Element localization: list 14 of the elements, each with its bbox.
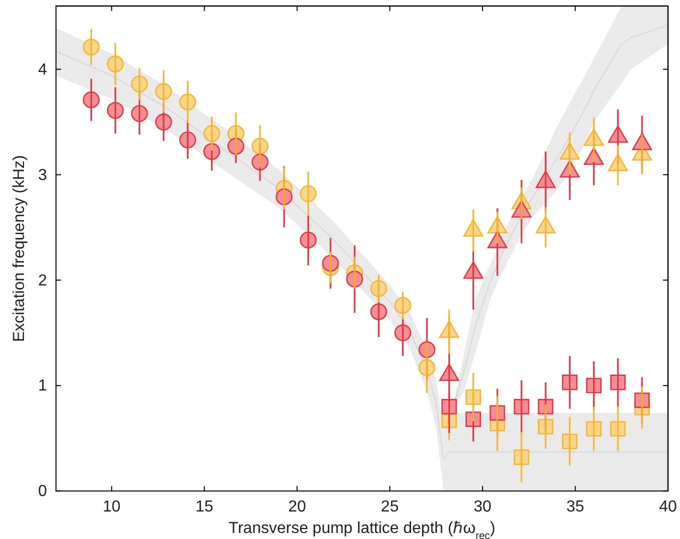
y-tick-label: 3: [38, 166, 48, 184]
x-tick-label: 20: [288, 498, 306, 516]
y-tick-label: 1: [38, 378, 48, 395]
x-tick-label: 40: [659, 498, 677, 516]
x-axis-title: Transverse pump lattice depth (ℏω$_{rec}$): [228, 520, 496, 539]
x-tick-label: 35: [566, 498, 584, 516]
x-tick-label: 30: [474, 498, 492, 516]
x-tick-label: 25: [380, 498, 399, 516]
x-tick-label: 10: [102, 498, 121, 516]
y-tick-label: 2: [38, 272, 48, 290]
y-axis-title: Excitation frequency (kHz): [11, 155, 28, 342]
y-tick-label: 0: [38, 483, 48, 500]
x-tick-label: 15: [195, 498, 214, 516]
y-tick-label: 4: [38, 61, 48, 78]
